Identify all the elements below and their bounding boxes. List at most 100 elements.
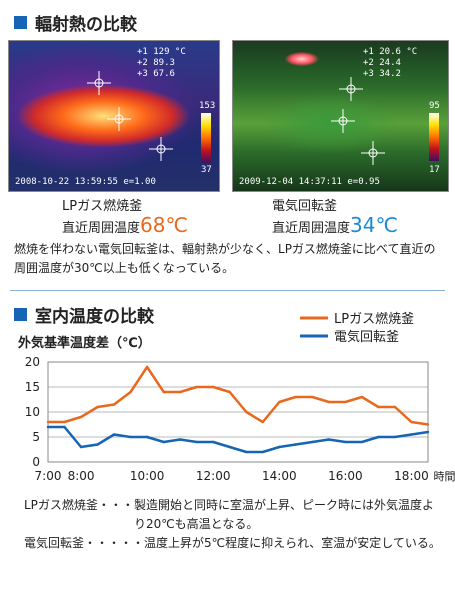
section-divider [10, 290, 445, 291]
data-point-electric [178, 438, 182, 441]
chart-notes: LPガス燃焼釜・・・ 製造開始と同時に室温が上昇、ピーク時には外気温度より20℃… [24, 496, 444, 553]
data-point-lp-gas [46, 420, 50, 424]
crosshair-markers [331, 77, 385, 165]
thermal-image-electric: +1 20.6 °C +2 24.4 +3 34.2 95 17 2009-12… [232, 40, 449, 192]
data-point-lp-gas [377, 405, 380, 409]
series-line-lp-gas [48, 365, 429, 426]
data-point-electric [278, 445, 281, 449]
data-point-lp-gas [261, 420, 264, 424]
readout-3: +3 67.6 [137, 69, 175, 79]
data-point-electric [393, 435, 397, 439]
data-point-electric [377, 435, 380, 439]
section-room-temp-header: 室内温度の比較 [14, 302, 154, 327]
note-text: 製造開始と同時に室温が上昇、ピーク時には外気温度より20℃も高温となる。 [133, 498, 434, 531]
data-point-lp-gas [426, 423, 430, 426]
x-tick-label: 10:00 [130, 469, 165, 483]
data-point-lp-gas [162, 390, 165, 394]
scale-min: 17 [429, 165, 440, 175]
color-scale-bar [201, 113, 211, 163]
data-point-lp-gas [96, 405, 99, 409]
caption-name: LPガス燃焼釜 [62, 199, 143, 214]
x-axis-label: 時間 [433, 470, 455, 483]
plot-frame [47, 361, 429, 463]
data-point-lp-gas [63, 420, 66, 424]
caption-name: 電気回転釜 [272, 199, 338, 214]
legend-label: LPガス燃焼釜 [334, 311, 414, 327]
data-point-lp-gas [112, 403, 116, 406]
data-point-electric [129, 435, 132, 439]
data-point-electric [410, 433, 413, 436]
x-tick-label: 12:00 [196, 469, 231, 483]
data-point-lp-gas [327, 400, 331, 404]
data-point-electric [294, 443, 298, 446]
data-point-lp-gas [145, 365, 149, 369]
thermal-image-lp-gas: +1 129 °C +2 89.3 +3 67.6 153 37 2008-10… [8, 40, 220, 192]
thermal-readouts: +1 20.6 °C +2 24.4 +3 34.2 [363, 47, 417, 80]
data-point-electric [195, 440, 198, 444]
data-point-lp-gas [393, 405, 397, 409]
note-label: LPガス燃焼釜・・・ [24, 498, 134, 512]
note-text: 温度上昇が5℃程度に抑えられ、室温が安定している。 [144, 536, 441, 550]
data-point-electric [162, 440, 165, 444]
section-marker-icon [14, 308, 27, 321]
thermal-readouts: +1 129 °C +2 89.3 +3 67.6 [137, 47, 186, 80]
readout-1: +1 20.6 °C [363, 47, 418, 57]
section-radiant-heat-header: 輻射熱の比較 [14, 10, 137, 35]
data-point-lp-gas [195, 385, 198, 389]
x-tick-label: 14:00 [262, 469, 297, 483]
data-point-electric [245, 450, 248, 454]
data-point-electric [426, 430, 430, 434]
data-point-lp-gas [129, 390, 132, 394]
data-point-lp-gas [360, 395, 364, 399]
readout-3: +3 34.2 [363, 69, 401, 79]
data-point-electric [344, 440, 347, 444]
room-temp-chart: 外気基準温度差（℃） 0 5 10 15 20 7:00 8:00 10:00 12:00 14:0… [17, 311, 455, 483]
crosshair-markers [87, 71, 173, 161]
data-point-electric [46, 425, 50, 429]
section-radiant-heat-title: 輻射熱の比較 [35, 15, 137, 35]
caption-label: 直近周囲温度 [272, 221, 351, 236]
data-point-electric [145, 435, 149, 439]
y-tick-label: 15 [25, 380, 40, 394]
note-electric: 電気回転釜・・・・・ 温度上昇が5℃程度に抑えられ、室温が安定している。 [24, 534, 444, 553]
data-point-lp-gas [311, 395, 314, 399]
caption-electric: 電気回転釜 直近周囲温度34℃ [272, 198, 398, 238]
y-tick-label: 0 [32, 455, 40, 469]
data-point-lp-gas [79, 415, 83, 419]
caption-value: 68℃ [140, 213, 188, 237]
data-point-electric [311, 440, 314, 444]
data-point-lp-gas [410, 420, 413, 424]
section-room-temp-title: 室内温度の比較 [35, 307, 154, 327]
scale-min: 37 [201, 165, 212, 175]
readout-2: +2 24.4 [363, 58, 401, 68]
data-point-electric [360, 440, 364, 444]
data-point-lp-gas [212, 385, 215, 389]
caption-label: 直近周囲温度 [62, 221, 141, 236]
readout-2: +2 89.3 [137, 58, 175, 68]
x-tick-label: 7:00 [35, 469, 62, 483]
y-tick-label: 20 [25, 355, 40, 369]
image-timestamp: 2009-12-04 14:37:11 e=0.95 [239, 177, 380, 187]
data-point-electric [63, 425, 66, 429]
y-tick-label: 10 [25, 405, 40, 419]
series-line-electric [48, 425, 429, 454]
legend-label: 電気回転釜 [334, 329, 399, 345]
color-scale-bar [429, 113, 439, 161]
data-point-electric [212, 440, 215, 444]
note-lp-gas: LPガス燃焼釜・・・ 製造開始と同時に室温が上昇、ピーク時には外気温度より20℃… [24, 496, 444, 534]
data-point-lp-gas [294, 395, 298, 399]
data-point-lp-gas [344, 400, 347, 404]
data-point-electric [228, 445, 231, 449]
data-point-electric [96, 443, 99, 446]
caption-value: 34℃ [350, 213, 398, 237]
section-marker-icon [14, 16, 27, 29]
data-point-lp-gas [178, 390, 182, 394]
x-tick-label: 16:00 [328, 469, 363, 483]
readout-1: +1 129 °C [137, 47, 186, 57]
data-point-lp-gas [228, 390, 231, 394]
image-timestamp: 2008-10-22 13:59:55 e=1.00 [15, 177, 156, 187]
data-point-electric [327, 438, 331, 441]
radiant-heat-summary: 燃焼を伴わない電気回転釜は、輻射熱が少なく、LPガス燃焼釜に比べて直近の周囲温度… [14, 242, 436, 275]
data-point-electric [112, 433, 116, 436]
x-tick-label: 18:00 [394, 469, 429, 483]
